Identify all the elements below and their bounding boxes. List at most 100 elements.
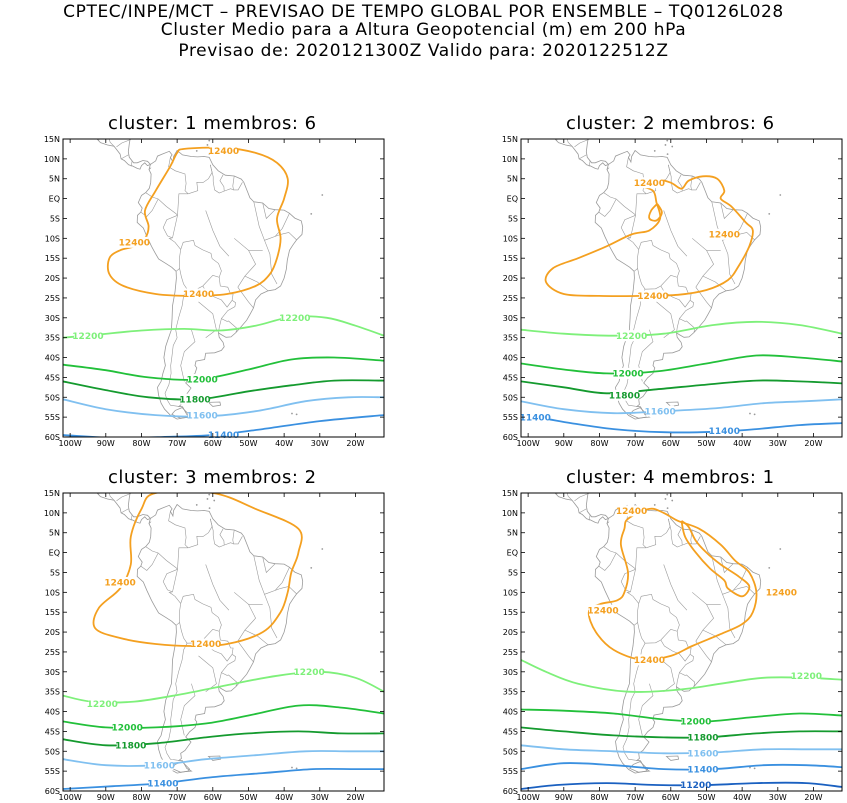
contour-label-text: 11400 (709, 427, 740, 437)
lat-tick-label: 20S (503, 628, 518, 637)
panel-1-title: cluster: 1 membros: 6 (108, 113, 317, 134)
country-border (566, 493, 573, 501)
country-border (677, 528, 683, 546)
lat-tick-label: 10N (44, 155, 60, 164)
panel-4-title: cluster: 4 membros: 1 (566, 467, 775, 488)
country-border (232, 175, 243, 191)
country-border (244, 275, 269, 292)
country-border (145, 192, 178, 216)
country-border (116, 139, 131, 148)
country-border (622, 289, 646, 407)
country-border (177, 547, 189, 570)
lat-tick-label: 55S (45, 413, 60, 422)
contour-label: 12400 (587, 604, 619, 616)
lat-tick-label: 10S (503, 234, 518, 243)
island (666, 493, 669, 496)
lon-tick-label: 40W (733, 439, 751, 448)
lat-tick-label: 30S (45, 668, 60, 677)
lon-tick-label: 80W (132, 439, 150, 448)
country-border (168, 157, 189, 195)
contour-label-text: 12000 (680, 718, 711, 728)
lon-tick-label: 50W (697, 793, 715, 802)
lon-tick-label: 70W (626, 793, 644, 802)
lon-tick-label: 20W (804, 439, 822, 448)
lon-tick-label: 30W (311, 439, 329, 448)
island (671, 145, 674, 148)
contour-11600 (63, 396, 384, 418)
country-border (588, 160, 591, 167)
island (749, 412, 751, 415)
map-frame (62, 138, 385, 438)
country-border (253, 201, 278, 285)
lat-tick-label: 35S (45, 688, 60, 697)
island (310, 566, 313, 569)
island (206, 498, 209, 500)
panel-4-map: 12400 12400 12400 12400 12200 12000 11800 11600… (502, 489, 843, 802)
lat-tick-label: 15N (502, 135, 518, 144)
lat-tick-label: 15S (45, 608, 60, 617)
contour-12000 (521, 354, 842, 375)
country-border (566, 139, 573, 147)
contour-label: 12200 (72, 330, 104, 342)
island (291, 766, 293, 769)
contour-label: 12200 (616, 330, 647, 342)
lat-tick-label: 5N (507, 175, 518, 184)
country-border (177, 193, 189, 216)
country-border (663, 210, 688, 257)
contour-11800 (521, 379, 842, 395)
country-border (656, 655, 675, 692)
lat-tick-label: 5N (507, 529, 518, 538)
contour-11400 (521, 762, 842, 771)
country-border (682, 188, 692, 192)
island (206, 144, 209, 146)
contour-label-text: 12200 (293, 668, 324, 678)
country-border (218, 277, 234, 301)
lat-tick-label: 55S (503, 767, 518, 776)
country-border (162, 569, 178, 593)
country-border (635, 547, 647, 570)
country-border (234, 592, 256, 642)
lat-tick-label: 10S (45, 588, 60, 597)
island (666, 507, 669, 509)
lat-tick-label: 40S (503, 708, 518, 717)
contour-label-text: 11600 (144, 761, 175, 771)
coastline (136, 149, 304, 420)
island (208, 493, 211, 496)
island (665, 489, 667, 491)
coastline (554, 139, 610, 170)
island (665, 135, 667, 137)
lat-tick-label: EQ (49, 195, 60, 204)
lon-tick-label: 60W (662, 439, 680, 448)
country-border (264, 586, 297, 595)
country-border (188, 164, 213, 195)
country-border (221, 654, 236, 673)
contour-label: 12400 (637, 290, 669, 302)
country-border (588, 514, 591, 521)
panel-2-title: cluster: 2 membros: 6 (566, 113, 775, 134)
island (653, 504, 656, 506)
lat-tick-label: 30S (503, 314, 518, 323)
country-border (637, 268, 646, 290)
country-border (676, 277, 692, 301)
contour-label: 12200 (791, 670, 822, 682)
lon-tick-label: 70W (168, 793, 186, 802)
lon-tick-label: 30W (769, 793, 787, 802)
lat-tick-label: 5S (50, 568, 60, 577)
lon-tick-label: 100W (517, 793, 540, 802)
island (664, 498, 667, 500)
contour-label-text: 12400 (587, 606, 618, 616)
contour-label-text: 11200 (680, 781, 711, 791)
lat-tick-label: 10N (44, 509, 60, 518)
lon-tick-label: 60W (204, 793, 222, 802)
contour-label-text: 11600 (687, 749, 718, 759)
contour-11800 (63, 730, 384, 747)
coastline (136, 503, 304, 774)
island (321, 194, 324, 196)
contour-11600 (63, 750, 384, 767)
country-border (711, 201, 736, 285)
lon-tick-label: 90W (97, 793, 115, 802)
country-border (219, 174, 225, 192)
contour-12400 (680, 520, 751, 598)
lat-tick-label: 55S (503, 413, 518, 422)
contour-12000 (63, 704, 384, 729)
